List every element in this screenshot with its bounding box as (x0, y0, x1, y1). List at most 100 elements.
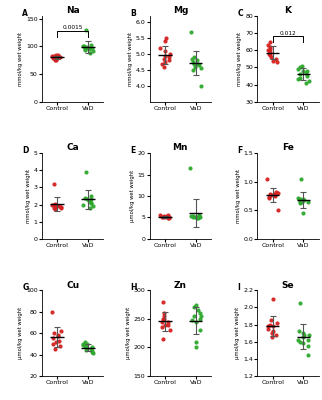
Point (161, 313, 166, 319)
Point (89, 346, 94, 352)
Point (88, 50, 93, 56)
Point (51, 55, 56, 61)
Point (49, 53, 54, 60)
Point (87, 45, 92, 51)
Point (265, 176, 270, 182)
Point (163, 59, 168, 65)
Point (88, 205, 93, 211)
Point (54, 52, 59, 58)
Point (306, 343, 311, 349)
Point (305, 198, 310, 205)
Point (194, 215, 200, 221)
Point (81, 43, 87, 49)
Point (268, 52, 273, 59)
Y-axis label: mmol/kg wet weight: mmol/kg wet weight (26, 169, 31, 223)
Point (51, 53, 56, 59)
Point (195, 214, 201, 221)
Point (83, 169, 88, 175)
Point (274, 56, 279, 62)
Point (52, 205, 57, 211)
Point (161, 316, 166, 322)
Point (189, 56, 194, 62)
Point (53, 56, 58, 62)
Point (160, 324, 165, 331)
Point (271, 192, 277, 198)
Point (299, 62, 305, 69)
Point (50, 54, 55, 60)
Point (192, 214, 197, 220)
Point (53, 200, 58, 207)
Point (296, 66, 301, 72)
Point (269, 334, 274, 341)
Point (83, 27, 89, 33)
Point (191, 212, 196, 219)
Point (191, 60, 196, 67)
Point (300, 210, 306, 216)
Point (82, 46, 87, 53)
Point (83, 347, 89, 354)
Point (192, 64, 197, 70)
Point (56, 332, 61, 338)
Point (198, 65, 204, 72)
Y-axis label: μmol/kg wet weight: μmol/kg wet weight (18, 307, 23, 359)
Title: K: K (285, 6, 291, 15)
Point (163, 214, 168, 220)
Point (191, 59, 196, 65)
Point (267, 190, 272, 197)
Point (269, 330, 274, 336)
Point (192, 313, 197, 319)
Point (51, 341, 56, 347)
Point (299, 199, 305, 206)
Point (161, 56, 166, 62)
Point (194, 318, 199, 325)
Point (269, 54, 274, 60)
Point (190, 213, 195, 220)
Point (297, 300, 302, 306)
Point (54, 201, 59, 208)
Point (190, 67, 195, 73)
Text: E: E (130, 146, 135, 155)
Y-axis label: μmol/kg wet weight: μmol/kg wet weight (130, 170, 135, 222)
Point (53, 338, 59, 345)
Point (267, 193, 272, 200)
Point (198, 327, 203, 334)
Text: 0.0015: 0.0015 (62, 25, 83, 30)
Point (300, 68, 306, 74)
Point (82, 194, 87, 201)
Text: A: A (22, 9, 28, 18)
Point (298, 338, 303, 345)
Point (168, 327, 173, 334)
Title: Fe: Fe (282, 143, 294, 152)
Title: Zn: Zn (174, 280, 187, 290)
Point (90, 44, 95, 51)
Point (161, 336, 166, 342)
Point (90, 203, 96, 210)
Title: Ca: Ca (66, 143, 79, 152)
Point (298, 196, 303, 202)
Point (295, 194, 300, 201)
Point (82, 338, 88, 345)
Point (54, 55, 59, 62)
Point (188, 29, 194, 35)
Point (59, 328, 64, 334)
Point (198, 83, 204, 89)
Title: Mn: Mn (173, 143, 188, 152)
Point (162, 213, 167, 219)
Point (157, 44, 162, 51)
Point (160, 298, 166, 305)
Point (51, 335, 56, 342)
Point (275, 320, 280, 326)
Point (188, 165, 193, 171)
Point (270, 296, 275, 302)
Y-axis label: mmol/kg wet weight: mmol/kg wet weight (128, 32, 133, 86)
Y-axis label: μmol/kg wet weight: μmol/kg wet weight (235, 307, 240, 359)
Point (304, 73, 309, 79)
Point (298, 176, 303, 182)
Point (89, 193, 94, 199)
Point (58, 205, 63, 211)
Point (163, 35, 168, 42)
Point (296, 328, 301, 335)
Point (297, 71, 302, 78)
Point (84, 196, 89, 203)
Point (162, 64, 167, 70)
